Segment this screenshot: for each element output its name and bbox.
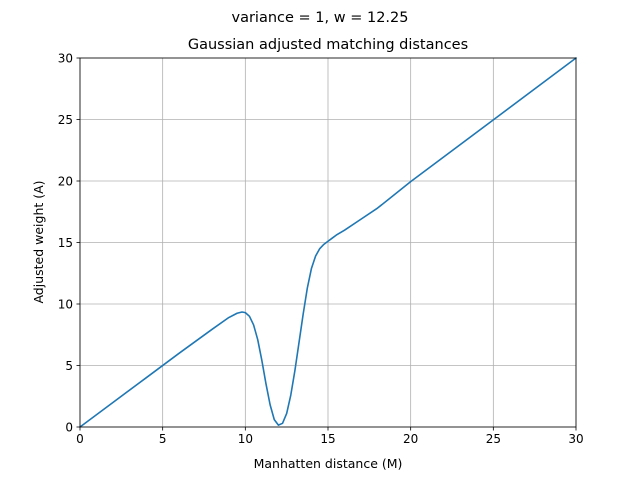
y-tick-label: 20 bbox=[58, 174, 73, 188]
x-tick-label: 15 bbox=[320, 432, 335, 446]
y-tick-label: 10 bbox=[58, 297, 73, 311]
x-tick-label: 5 bbox=[159, 432, 167, 446]
chart-title: Gaussian adjusted matching distances bbox=[188, 37, 468, 53]
x-tick-label: 30 bbox=[568, 432, 583, 446]
series-line bbox=[79, 57, 577, 428]
y-tick-label: 0 bbox=[65, 420, 73, 434]
x-axis-label: Manhatten distance (M) bbox=[254, 456, 403, 471]
x-tick-label: 25 bbox=[486, 432, 501, 446]
y-tick-label: 25 bbox=[58, 113, 73, 127]
series-layer bbox=[79, 57, 577, 428]
y-axis-label: Adjusted weight (A) bbox=[31, 180, 46, 303]
x-tick-label: 10 bbox=[238, 432, 253, 446]
chart-suptitle: variance = 1, w = 12.25 bbox=[232, 10, 409, 26]
y-tick-label: 5 bbox=[65, 359, 73, 373]
x-tick-label: 0 bbox=[76, 432, 84, 446]
y-tick-label: 15 bbox=[58, 236, 73, 250]
x-tick-label: 20 bbox=[403, 432, 418, 446]
axis-ticks: 0 5 10 15 20 25 30 0 5 10 15 20 25 30 bbox=[58, 51, 584, 446]
y-tick-label: 30 bbox=[58, 51, 73, 65]
